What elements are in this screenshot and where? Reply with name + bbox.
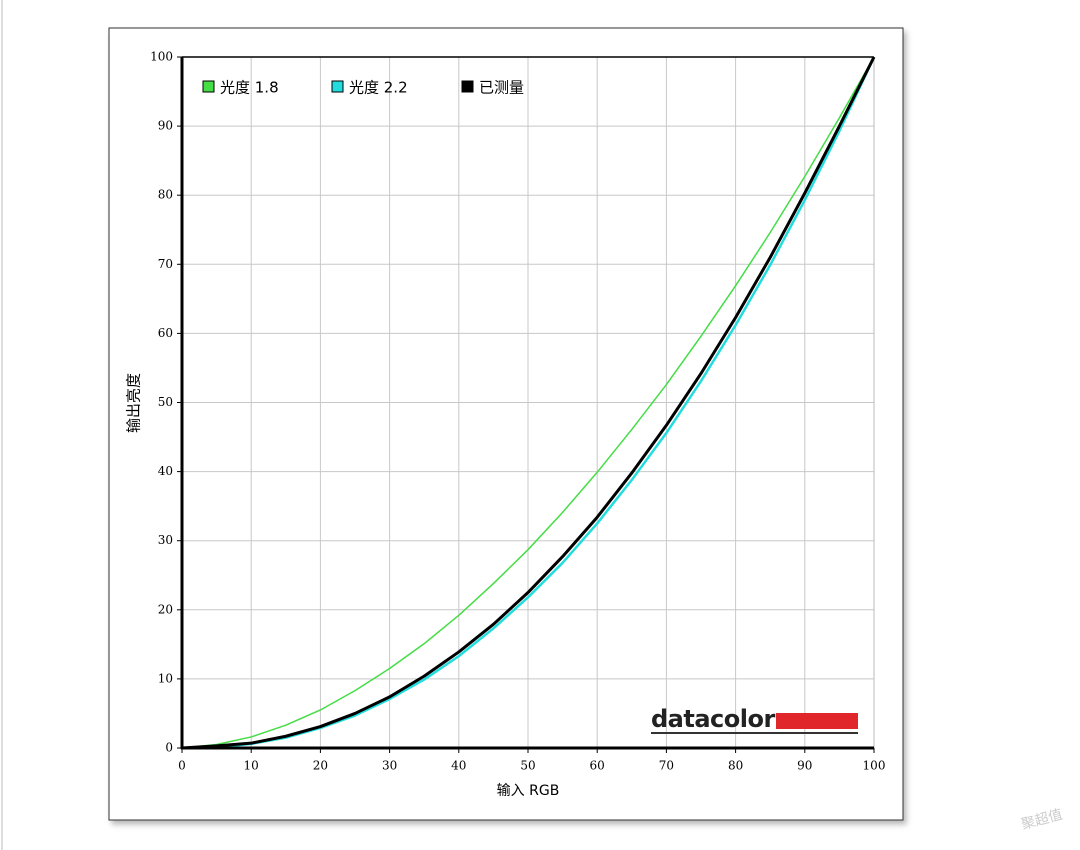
- series-line: [181, 56, 876, 750]
- x-tick-label: 0: [178, 759, 186, 773]
- x-tick-label: 60: [590, 759, 605, 773]
- x-tick-label: 50: [520, 759, 535, 773]
- legend-swatch: [202, 80, 215, 93]
- x-tick-label: 80: [728, 759, 743, 773]
- legend-swatch: [461, 80, 474, 93]
- y-tick-label: 90: [158, 119, 173, 133]
- legend-label: 光度 1.8: [220, 79, 279, 97]
- y-tick-label: 10: [158, 671, 173, 685]
- y-tick-label: 30: [158, 533, 173, 547]
- y-tick-label: 70: [158, 257, 173, 271]
- y-tick-label: 20: [158, 602, 173, 616]
- logo-bar: [776, 713, 858, 729]
- y-tick-label: 80: [158, 188, 173, 202]
- legend-swatch: [331, 80, 344, 93]
- y-tick-label: 50: [158, 395, 173, 409]
- x-tick-label: 90: [797, 759, 812, 773]
- y-tick-label: 40: [158, 464, 173, 478]
- y-axis-label: 输出亮度: [125, 373, 143, 433]
- watermark: 聚超值: [1020, 807, 1065, 833]
- plot: 0 10 20 30 40 50 60 70 80 90 100 0 10 20 30 40 50 60 70 80 9…: [150, 50, 885, 773]
- x-tick-label: 70: [659, 759, 674, 773]
- y-tick-label: 0: [165, 741, 173, 755]
- legend-label: 光度 2.2: [349, 79, 408, 97]
- x-tick-label: 40: [451, 759, 466, 773]
- x-tick-label: 10: [244, 759, 259, 773]
- y-tick-label: 100: [150, 50, 173, 64]
- x-tick-label: 100: [863, 759, 886, 773]
- x-tick-label: 30: [382, 759, 397, 773]
- legend-label: 已测量: [479, 79, 524, 97]
- chart-frame: [108, 27, 904, 821]
- logo-text: datacolor: [651, 705, 775, 733]
- x-axis-label: 输入 RGB: [497, 783, 560, 799]
- series-line: [181, 56, 875, 749]
- y-tick-label: 60: [158, 326, 173, 340]
- x-tick-label: 20: [313, 759, 328, 773]
